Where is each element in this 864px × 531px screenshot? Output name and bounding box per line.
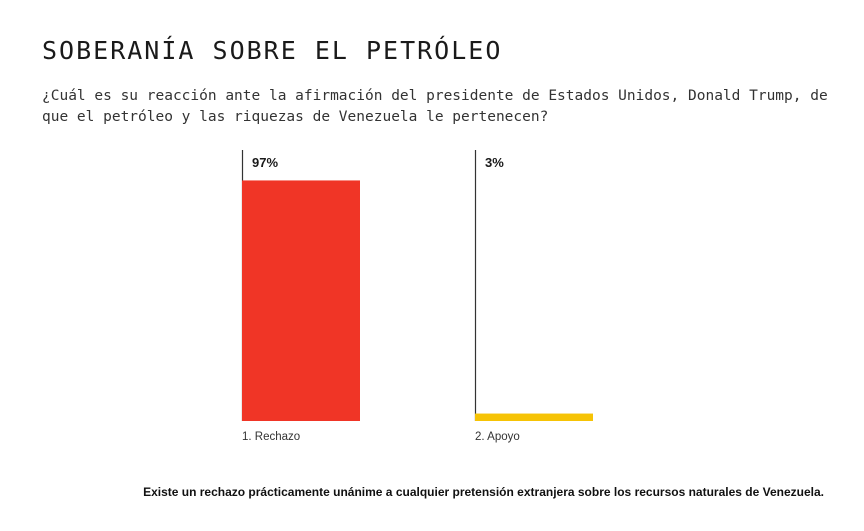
bar-chart: 97% 1. Rechazo 3% 2. Apoyo xyxy=(241,150,593,443)
bar-rechazo xyxy=(242,180,360,421)
category-label-apoyo: 2. Apoyo xyxy=(475,431,520,443)
category-label-rechazo: 1. Rechazo xyxy=(242,431,300,443)
value-label-apoyo: 3% xyxy=(485,155,504,170)
chart-subtitle: ¿Cuál es su reacción ante la afirmación … xyxy=(42,88,828,125)
chart-title: SOBERANÍA SOBRE EL PETRÓLEO xyxy=(42,36,503,65)
value-label-rechazo: 97% xyxy=(252,155,278,170)
bar-apoyo xyxy=(475,413,593,421)
chart-footnote: Existe un rechazo prácticamente unánime … xyxy=(143,485,824,499)
